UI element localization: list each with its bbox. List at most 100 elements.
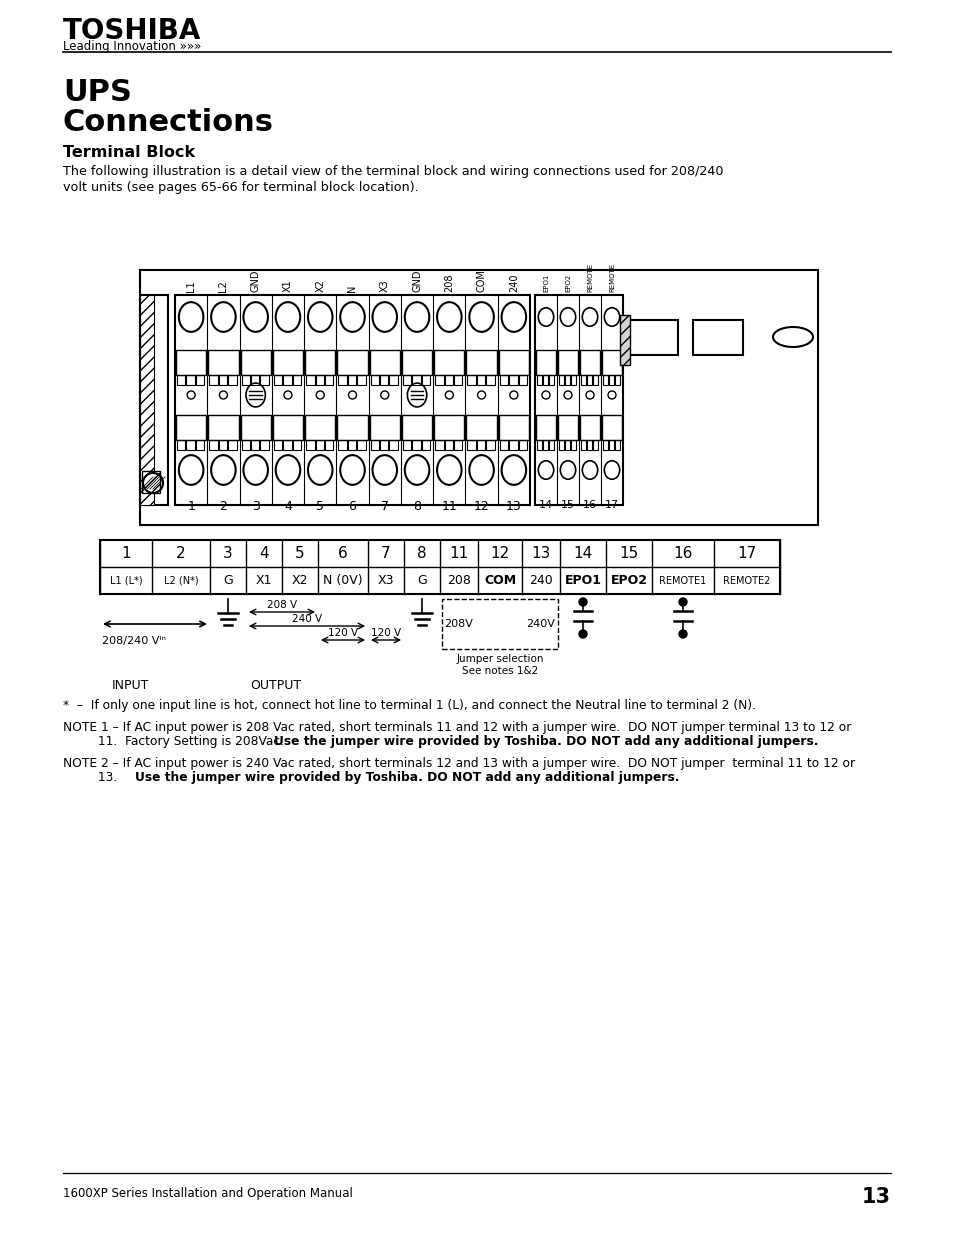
Bar: [140, 295, 153, 505]
Bar: [218, 375, 227, 385]
Bar: [434, 415, 464, 440]
Text: 7: 7: [380, 500, 389, 513]
Text: 7: 7: [381, 546, 391, 561]
Text: 240 V: 240 V: [292, 614, 322, 624]
Bar: [579, 415, 599, 440]
Bar: [548, 375, 554, 385]
Bar: [558, 375, 563, 385]
Bar: [175, 415, 206, 440]
Text: G: G: [223, 574, 233, 587]
Bar: [293, 440, 301, 450]
Bar: [571, 440, 576, 450]
Text: EPO1: EPO1: [564, 574, 601, 587]
Text: GND: GND: [251, 269, 260, 291]
Bar: [177, 375, 185, 385]
Bar: [580, 375, 585, 385]
Text: L1: L1: [186, 280, 196, 291]
Text: COM: COM: [476, 269, 486, 291]
Text: INPUT: INPUT: [112, 679, 149, 692]
Bar: [338, 375, 347, 385]
Bar: [251, 375, 259, 385]
Bar: [537, 440, 541, 450]
Text: 208 V: 208 V: [267, 600, 296, 610]
Text: 208/240 Vᴵⁿ: 208/240 Vᴵⁿ: [102, 636, 166, 646]
Text: 13: 13: [531, 546, 550, 561]
Text: G: G: [416, 574, 426, 587]
Text: 14: 14: [538, 500, 553, 510]
Bar: [371, 375, 378, 385]
Bar: [140, 295, 168, 505]
Bar: [273, 350, 303, 375]
Bar: [608, 375, 614, 385]
Text: 240: 240: [508, 273, 518, 291]
Text: EPO2: EPO2: [610, 574, 647, 587]
Text: 240V: 240V: [526, 619, 555, 629]
Bar: [273, 415, 303, 440]
Bar: [389, 440, 397, 450]
Bar: [435, 440, 443, 450]
Bar: [542, 440, 547, 450]
Text: 11: 11: [449, 546, 468, 561]
Bar: [434, 350, 464, 375]
Bar: [325, 440, 333, 450]
Bar: [476, 440, 485, 450]
Text: 16: 16: [673, 546, 692, 561]
Text: L2 (N*): L2 (N*): [164, 576, 198, 585]
Text: 120 V: 120 V: [371, 629, 400, 638]
Text: X2: X2: [314, 279, 325, 291]
Bar: [274, 375, 282, 385]
Bar: [325, 375, 333, 385]
Text: *  –  If only one input line is hot, connect hot line to terminal 1 (L), and con: * – If only one input line is hot, conne…: [63, 699, 755, 713]
Text: X1: X1: [255, 574, 272, 587]
Text: TOSHIBA: TOSHIBA: [63, 17, 201, 44]
Bar: [371, 440, 378, 450]
Bar: [564, 440, 569, 450]
Bar: [337, 415, 367, 440]
Text: 12: 12: [490, 546, 509, 561]
Text: Use the jumper wire provided by Toshiba. DO NOT add any additional jumpers.: Use the jumper wire provided by Toshiba.…: [274, 735, 818, 748]
Bar: [454, 375, 462, 385]
Text: OUTPUT: OUTPUT: [251, 679, 301, 692]
Bar: [283, 375, 292, 385]
Text: REMOTE: REMOTE: [608, 263, 615, 291]
Bar: [338, 440, 347, 450]
Text: EPO2: EPO2: [564, 274, 571, 291]
Bar: [293, 375, 301, 385]
Text: 14: 14: [573, 546, 592, 561]
Text: 16: 16: [582, 500, 597, 510]
Bar: [186, 440, 194, 450]
Bar: [466, 415, 497, 440]
Text: 17: 17: [737, 546, 756, 561]
Bar: [209, 375, 217, 385]
Bar: [401, 350, 432, 375]
Bar: [608, 440, 614, 450]
Bar: [369, 350, 399, 375]
Bar: [627, 320, 678, 354]
Bar: [283, 440, 292, 450]
Text: Terminal Block: Terminal Block: [63, 144, 195, 161]
Text: N: N: [347, 284, 357, 291]
Bar: [602, 375, 607, 385]
Bar: [454, 440, 462, 450]
Bar: [509, 440, 517, 450]
Ellipse shape: [578, 598, 586, 606]
Bar: [435, 375, 443, 385]
Ellipse shape: [578, 630, 586, 638]
Text: 1: 1: [121, 546, 131, 561]
Bar: [356, 375, 365, 385]
Text: 208V: 208V: [444, 619, 473, 629]
Bar: [558, 415, 578, 440]
Bar: [305, 350, 335, 375]
Bar: [337, 350, 367, 375]
Bar: [586, 375, 592, 385]
Text: REMOTE1: REMOTE1: [659, 576, 706, 585]
Bar: [476, 375, 485, 385]
Bar: [548, 440, 554, 450]
Text: X2: X2: [292, 574, 308, 587]
Bar: [536, 415, 556, 440]
Bar: [444, 440, 453, 450]
Bar: [401, 415, 432, 440]
Bar: [174, 295, 530, 505]
Bar: [602, 440, 607, 450]
Bar: [615, 440, 619, 450]
